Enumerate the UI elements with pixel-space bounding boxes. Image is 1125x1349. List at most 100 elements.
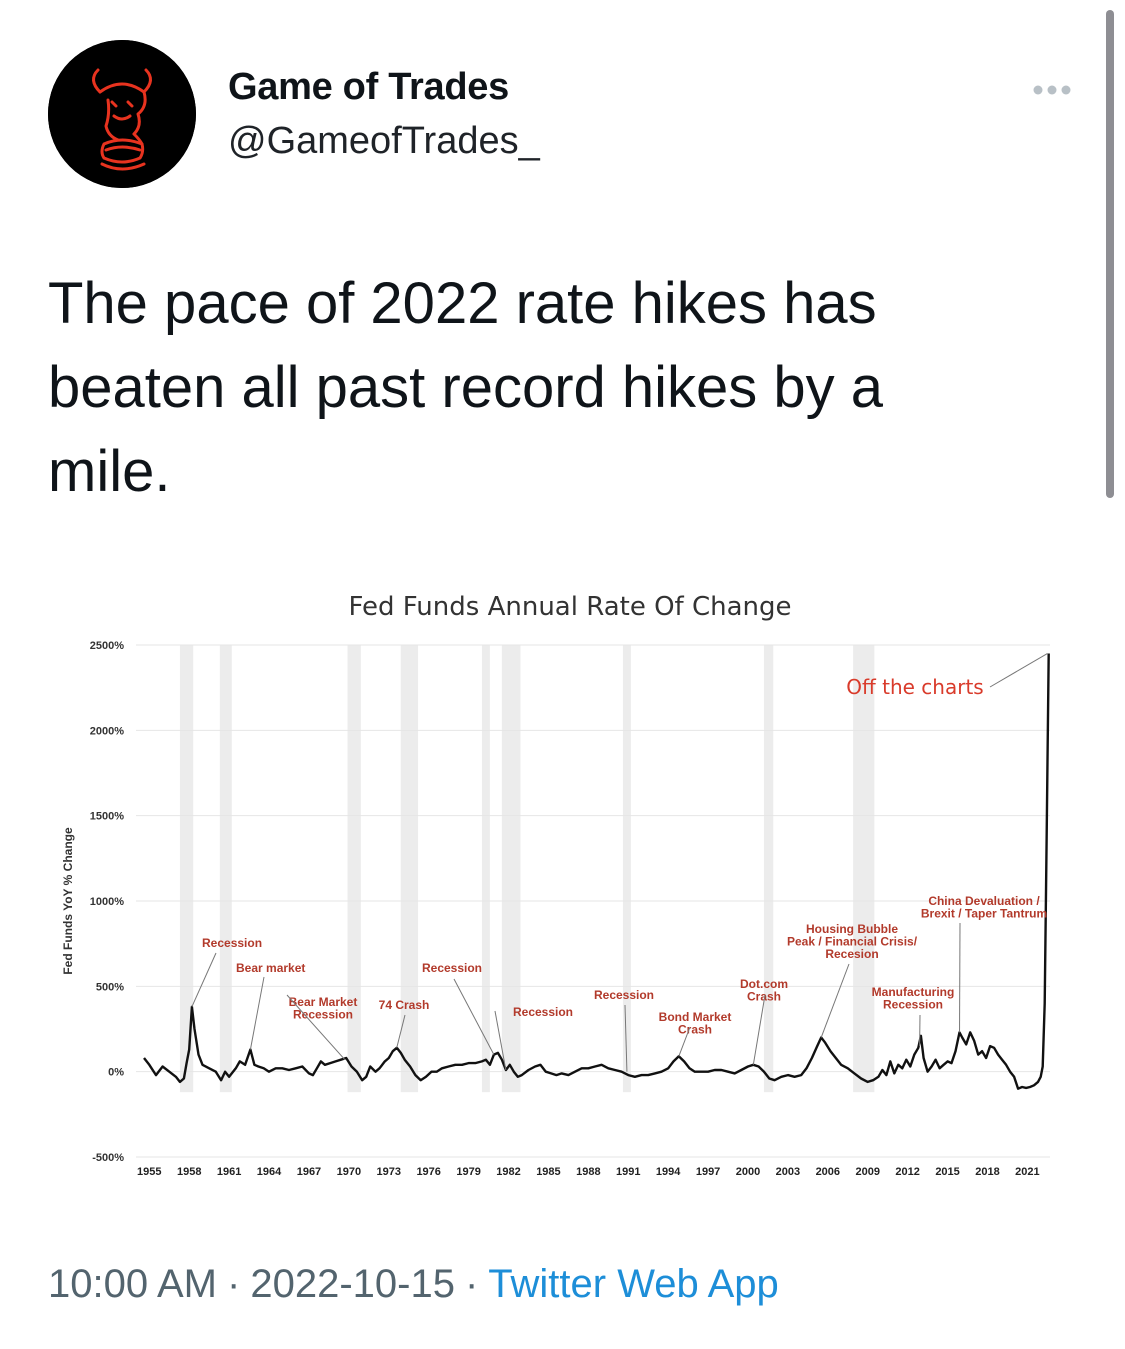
chart-annotation: 74 Crash [379,998,430,1012]
x-tick-label: 2012 [895,1166,919,1178]
x-tick-label: 1955 [137,1166,161,1178]
tweet-source-link[interactable]: Twitter Web App [488,1262,779,1306]
recession-band [347,645,361,1093]
x-tick-label: 2018 [975,1166,999,1178]
knight-bull-logo-icon [48,40,196,188]
chart-annotation-line: Recession [883,998,943,1012]
chart-annotation-line: Recesion [825,947,878,961]
x-tick-label: 2006 [816,1166,840,1178]
author-display-name[interactable]: Game of Trades [228,66,509,108]
chart-annotation-line: Crash [678,1023,712,1037]
chart-annotation-line: 74 Crash [379,998,430,1012]
more-options-button[interactable] [1030,76,1078,104]
chart-annotation: Bond Market Crash [659,1010,732,1037]
x-tick-label: 1988 [576,1166,600,1178]
chart-annotation-line: Off the charts [846,675,983,699]
tweet-time[interactable]: 10:00 AM [48,1262,218,1306]
tweet-text: The pace of 2022 rate hikes has beaten a… [48,271,884,504]
chart-annotation-line: Bear Market [289,995,358,1009]
x-tick-label: 1985 [536,1166,560,1178]
x-tick-label: 1958 [177,1166,201,1178]
annotation-leader-line [453,978,495,1055]
chart-annotation-line: Peak / Financial Crisis/ [787,935,918,949]
annotation-leader-line [396,1014,406,1048]
chart-annotation: Bear market [236,961,305,975]
x-tick-label: 2003 [776,1166,800,1178]
chart-annotation: Recession [202,936,262,950]
chart-annotation-line: Recession [293,1008,353,1022]
y-tick-label: -500% [92,1152,124,1164]
recession-band [763,645,774,1093]
x-tick-label: 2009 [855,1166,879,1178]
chart-annotation-line: Recession [202,936,262,950]
meta-separator: · [464,1262,479,1306]
chart-annotation-line: Manufacturing [872,985,955,999]
chart-annotation-line: Housing Bubble [806,922,898,936]
chart-annotation: Recession [422,961,482,975]
x-tick-label: 1964 [257,1166,282,1178]
chart-annotation-line: Bear market [236,961,305,975]
chart-annotation: Dot.com Crash [740,977,788,1004]
annotation-leader-line [249,976,265,1050]
recession-band [400,645,419,1093]
x-tick-label: 1967 [297,1166,321,1178]
x-tick-label: 2021 [1015,1166,1039,1178]
y-tick-label: 500% [96,981,124,993]
chart-annotation-line: Crash [747,990,781,1004]
y-tick-label: 0% [108,1067,124,1079]
x-tick-label: 1994 [656,1166,681,1178]
annotation-leader-line [678,1026,691,1057]
chart-annotation-line: Dot.com [740,977,788,991]
x-tick-label: 1976 [416,1166,440,1178]
annotation-leader-line [820,963,850,1038]
recession-band [622,645,631,1093]
y-axis-label: Fed Funds YoY % Change [61,827,75,975]
x-tick-label: 1979 [456,1166,480,1178]
meta-separator: · [227,1262,241,1306]
annotation-leader-line [494,1010,507,1071]
chart-annotation: China Devaluation / Brexit / Taper Tantru… [921,894,1047,921]
chart-figure: 2500% 2000% 1500% 1000% 500% 0% -500% 1955 1958 1… [61,592,1050,1178]
tweet-date[interactable]: 2022-10-15 [250,1262,455,1306]
x-tick-label: 1970 [337,1166,361,1178]
x-tick-label: 1991 [616,1166,640,1178]
y-tick-label: 2000% [90,725,124,737]
annotation-leader-line [624,1004,628,1072]
x-tick-label: 1982 [496,1166,520,1178]
recession-band [481,645,490,1093]
chart-annotation: Recession [513,1005,573,1019]
author-handle[interactable]: @GameofTrades_ [228,120,540,162]
chart-annotation-line: Bond Market [659,1010,732,1024]
avatar[interactable] [48,40,196,188]
annotation-leader-line [286,994,346,1061]
recession-band [179,645,194,1093]
x-tick-label: 1973 [377,1166,401,1178]
chart-annotation-line: Brexit / Taper Tantrum [921,907,1047,921]
x-tick-label: 2000 [736,1166,760,1178]
series-line [143,653,1050,1090]
annotation-leader-line [989,653,1048,688]
chart-annotation-line: Recession [422,961,482,975]
scrollbar[interactable] [1106,10,1114,498]
y-tick-label: 2500% [90,640,124,652]
chart-annotation: Off the charts [846,675,983,699]
chart-annotation-line: China Devaluation / [928,894,1040,908]
chart-annotation: Housing Bubble Peak / Financial Crisis/Re… [787,922,918,961]
chart-annotation: Manufacturing Recession [872,985,955,1012]
tweet-image-chart[interactable]: 2500% 2000% 1500% 1000% 500% 0% -500% 1955 1958 1… [40,575,1100,1215]
annotation-leader-line [752,994,766,1065]
recession-band [501,645,521,1093]
y-tick-label: 1000% [90,896,124,908]
chart-annotation-line: Recession [513,1005,573,1019]
x-tick-label: 2015 [935,1166,959,1178]
recession-band [853,645,875,1093]
chart-title: Fed Funds Annual Rate Of Change [348,592,791,622]
chart-annotation: Recession [594,988,654,1002]
chart-annotation-line: Recession [594,988,654,1002]
recession-band [219,645,232,1093]
annotation-leader-line [191,952,217,1008]
ellipsis-icon [1033,85,1071,95]
x-tick-label: 1961 [217,1166,241,1178]
tweet-meta: 10:00 AM · 2022-10-15 · Twitter Web App [48,1262,779,1307]
x-tick-label: 1997 [696,1166,720,1178]
